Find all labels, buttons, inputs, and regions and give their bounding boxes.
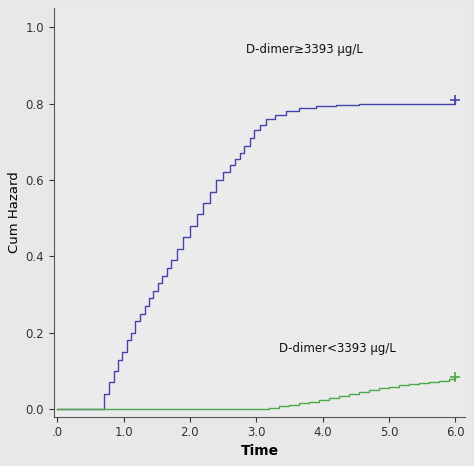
- Text: D-dimer<3393 μg/L: D-dimer<3393 μg/L: [280, 343, 396, 356]
- X-axis label: Time: Time: [240, 444, 279, 458]
- Y-axis label: Cum Hazard: Cum Hazard: [9, 171, 21, 254]
- Text: D-dimer≥3393 μg/L: D-dimer≥3393 μg/L: [246, 43, 363, 56]
